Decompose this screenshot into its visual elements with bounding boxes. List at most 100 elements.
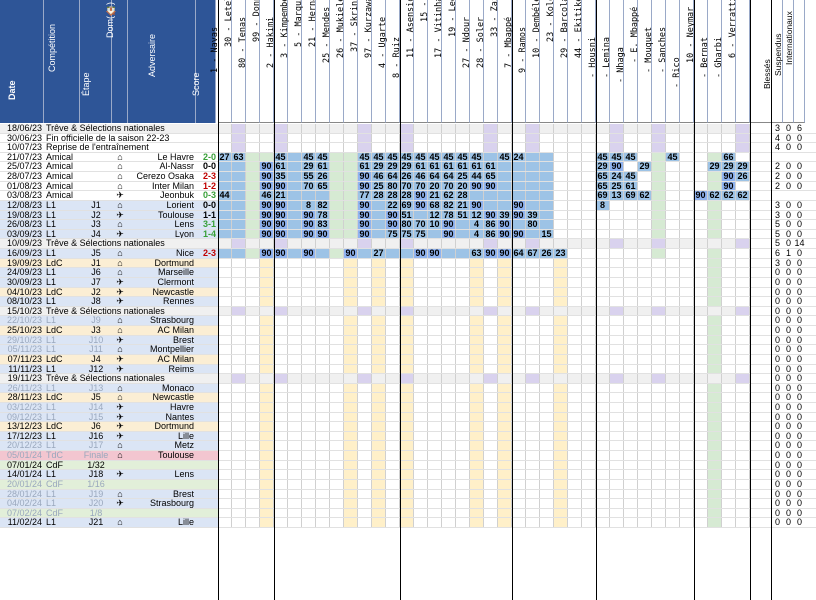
minutes-cell[interactable] <box>582 374 596 384</box>
minutes-cell[interactable] <box>232 402 246 413</box>
minutes-cell[interactable] <box>568 451 582 461</box>
minutes-cell[interactable] <box>274 258 288 269</box>
minutes-cell[interactable] <box>484 239 498 250</box>
minutes-cell[interactable] <box>316 479 330 490</box>
minutes-cell[interactable] <box>624 364 638 375</box>
minutes-cell[interactable] <box>442 268 456 278</box>
minutes-cell[interactable] <box>526 354 540 365</box>
minutes-cell[interactable] <box>680 354 694 365</box>
minutes-cell[interactable] <box>386 258 400 269</box>
minutes-cell[interactable] <box>218 239 232 250</box>
minutes-cell[interactable]: 90 <box>358 220 372 230</box>
minutes-cell[interactable] <box>316 249 330 259</box>
minutes-cell[interactable]: 15 <box>540 229 554 240</box>
minutes-cell[interactable] <box>428 364 442 375</box>
minutes-cell[interactable] <box>246 191 260 201</box>
minutes-cell[interactable] <box>288 152 302 163</box>
minutes-cell[interactable] <box>400 239 414 250</box>
table-row[interactable]: 30/06/23 Fin officielle de la saison 22-2… <box>0 133 816 144</box>
minutes-cell[interactable] <box>316 518 330 528</box>
minutes-cell[interactable] <box>358 393 372 403</box>
minutes-cell[interactable] <box>554 354 568 365</box>
minutes-cell[interactable] <box>596 210 610 221</box>
minutes-cell[interactable] <box>666 335 680 346</box>
minutes-cell[interactable] <box>246 229 260 240</box>
minutes-cell[interactable]: 70 <box>442 181 456 192</box>
minutes-cell[interactable] <box>246 162 260 173</box>
minutes-cell[interactable] <box>316 326 330 336</box>
table-row[interactable]: 18/06/23 Trêve & Sélections nationales 3 0 6 <box>0 123 816 134</box>
minutes-cell[interactable] <box>330 181 344 192</box>
minutes-cell[interactable] <box>652 335 666 346</box>
minutes-cell[interactable] <box>274 335 288 346</box>
minutes-cell[interactable] <box>470 470 484 480</box>
minutes-cell[interactable] <box>582 152 596 163</box>
table-row[interactable]: 03/12/23 L1 J14 ✈ Havre 0 0 0 <box>0 402 816 413</box>
minutes-cell[interactable] <box>316 239 330 250</box>
minutes-cell[interactable] <box>666 181 680 192</box>
minutes-cell[interactable]: 45 <box>470 152 484 163</box>
player-header[interactable]: 6 - Verratti <box>728 0 750 123</box>
minutes-cell[interactable] <box>330 133 344 144</box>
minutes-cell[interactable] <box>708 306 722 317</box>
minutes-cell[interactable] <box>358 451 372 461</box>
minutes-cell[interactable] <box>624 412 638 423</box>
minutes-cell[interactable] <box>512 499 526 509</box>
minutes-cell[interactable] <box>456 143 470 153</box>
minutes-cell[interactable] <box>358 489 372 500</box>
minutes-cell[interactable] <box>428 335 442 346</box>
minutes-cell[interactable] <box>722 441 736 452</box>
minutes-cell[interactable]: 29 <box>708 162 722 173</box>
minutes-cell[interactable] <box>652 172 666 182</box>
minutes-cell[interactable] <box>526 460 540 471</box>
minutes-cell[interactable] <box>316 431 330 442</box>
minutes-cell[interactable] <box>330 172 344 182</box>
minutes-cell[interactable] <box>456 402 470 413</box>
minutes-cell[interactable] <box>288 133 302 144</box>
minutes-cell[interactable]: 77 <box>358 191 372 201</box>
minutes-cell[interactable] <box>288 470 302 480</box>
minutes-cell[interactable] <box>372 229 386 240</box>
minutes-cell[interactable]: 64 <box>442 171 456 182</box>
minutes-cell[interactable] <box>274 326 288 336</box>
minutes-cell[interactable] <box>708 402 722 413</box>
minutes-cell[interactable] <box>232 191 246 201</box>
minutes-cell[interactable] <box>694 162 708 173</box>
minutes-cell[interactable] <box>638 345 652 355</box>
player-header[interactable]: 26 - Mukiele <box>336 0 358 123</box>
minutes-cell[interactable] <box>344 451 358 461</box>
minutes-cell[interactable] <box>610 143 624 153</box>
minutes-cell[interactable] <box>344 422 358 432</box>
minutes-cell[interactable] <box>386 335 400 346</box>
minutes-cell[interactable] <box>484 518 498 528</box>
minutes-cell[interactable] <box>400 143 414 153</box>
minutes-cell[interactable] <box>610 402 624 413</box>
minutes-cell[interactable] <box>540 210 554 221</box>
minutes-cell[interactable] <box>386 441 400 452</box>
minutes-cell[interactable] <box>680 335 694 346</box>
minutes-cell[interactable] <box>274 364 288 375</box>
minutes-cell[interactable] <box>260 152 274 163</box>
minutes-cell[interactable] <box>708 239 722 250</box>
minutes-cell[interactable]: 90 <box>358 200 372 211</box>
minutes-cell[interactable] <box>344 210 358 221</box>
minutes-cell[interactable] <box>610 249 624 259</box>
minutes-cell[interactable] <box>246 383 260 394</box>
minutes-cell[interactable] <box>582 239 596 250</box>
minutes-cell[interactable]: 90 <box>470 181 484 192</box>
minutes-cell[interactable]: 51 <box>456 210 470 221</box>
minutes-cell[interactable] <box>246 364 260 375</box>
minutes-cell[interactable] <box>554 277 568 288</box>
minutes-cell[interactable] <box>218 383 232 394</box>
minutes-cell[interactable] <box>596 220 610 230</box>
minutes-cell[interactable] <box>610 124 624 134</box>
minutes-cell[interactable]: 45 <box>624 152 638 163</box>
minutes-cell[interactable] <box>456 133 470 144</box>
minutes-cell[interactable] <box>568 191 582 201</box>
minutes-cell[interactable] <box>610 489 624 500</box>
minutes-cell[interactable] <box>288 124 302 134</box>
minutes-cell[interactable] <box>708 181 722 192</box>
minutes-cell[interactable] <box>288 316 302 326</box>
minutes-cell[interactable] <box>358 354 372 365</box>
minutes-cell[interactable] <box>330 451 344 461</box>
